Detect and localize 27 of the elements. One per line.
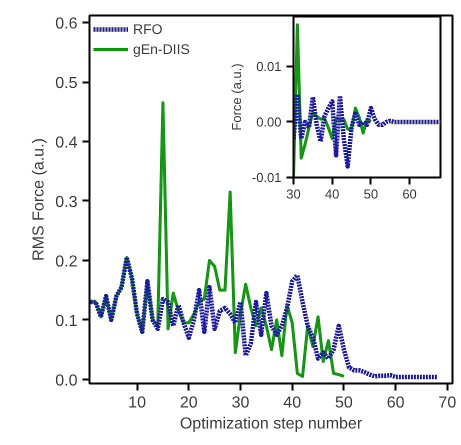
y-tick-label: 0.4 bbox=[55, 134, 78, 152]
x-tick-label: 60 bbox=[386, 394, 405, 412]
y-tick-label: 0.0 bbox=[55, 372, 78, 390]
x-tick-label: 60 bbox=[402, 186, 417, 202]
y-tick-label: 0.1 bbox=[55, 312, 78, 330]
x-tick-label: 20 bbox=[180, 394, 198, 412]
legend-label: RFO bbox=[133, 21, 163, 37]
y-tick-label: -0.01 bbox=[252, 170, 282, 185]
y-tick-label: 0.5 bbox=[55, 75, 78, 92]
y-axis-title: RMS Force (a.u.) bbox=[30, 138, 48, 261]
x-tick-label: 70 bbox=[438, 394, 456, 412]
x-axis-title: Optimization step number bbox=[180, 416, 363, 432]
x-tick-label: 30 bbox=[232, 394, 250, 412]
legend-label: gEn-DIIS bbox=[133, 41, 190, 57]
x-tick-label: 40 bbox=[283, 394, 302, 412]
x-tick-label: 10 bbox=[128, 394, 146, 412]
y-tick-label: 0.2 bbox=[55, 253, 78, 270]
x-tick-label: 50 bbox=[364, 186, 378, 202]
x-tick-label: 40 bbox=[324, 186, 340, 202]
x-tick-label: 50 bbox=[335, 394, 353, 412]
x-tick-label: 30 bbox=[286, 186, 301, 202]
y-tick-label: 0.01 bbox=[256, 58, 282, 74]
y-axis-title: Force (a.u.) bbox=[228, 63, 244, 131]
y-tick-label: 0.6 bbox=[55, 16, 78, 33]
line-series bbox=[294, 92, 440, 169]
y-tick-label: 0.3 bbox=[55, 194, 78, 211]
y-tick-label: 0.00 bbox=[256, 114, 282, 130]
